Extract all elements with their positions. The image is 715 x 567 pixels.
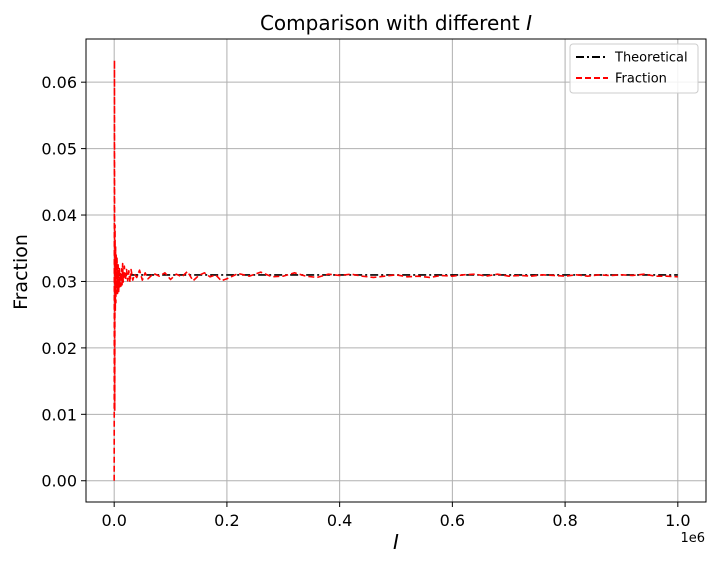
x-tick-label: 0.4 bbox=[327, 511, 352, 530]
legend-box bbox=[569, 43, 699, 94]
x-axis-label: I bbox=[393, 530, 399, 554]
legend-label-fraction: Fraction bbox=[615, 72, 667, 87]
plot-area bbox=[85, 38, 707, 503]
legend: Theoretical Fraction bbox=[569, 43, 699, 94]
axes-frame bbox=[85, 38, 707, 503]
y-tick-label: 0.01 bbox=[41, 405, 77, 424]
x-tick-label: 0.6 bbox=[440, 511, 465, 530]
y-tick-label: 0.04 bbox=[41, 206, 77, 225]
y-tick-label: 0.05 bbox=[41, 140, 77, 159]
legend-label-theoretical: Theoretical bbox=[614, 51, 688, 66]
x-tick-label: 0.2 bbox=[214, 511, 239, 530]
series-line-fraction bbox=[113, 59, 678, 481]
x-tick-label: 0.8 bbox=[552, 511, 577, 530]
y-axis-label: Fraction bbox=[10, 234, 32, 310]
x-axis-offset-text: 1e6 bbox=[680, 531, 705, 546]
x-tick-label: 1.0 bbox=[665, 511, 690, 530]
y-tick-label: 0.03 bbox=[41, 272, 77, 291]
y-tick-label: 0.06 bbox=[41, 73, 77, 92]
chart-title: Comparison with different I bbox=[260, 11, 532, 35]
axis-ticks: 0.0 0.2 0.4 0.6 0.8 1.0 0.00 0.01 0.02 0.03 0.04 0.… bbox=[41, 73, 690, 530]
chart-title-text: Comparison with different bbox=[260, 11, 526, 35]
x-tick-label: 0.0 bbox=[101, 511, 126, 530]
y-tick-label: 0.00 bbox=[41, 472, 77, 491]
y-tick-label: 0.02 bbox=[41, 339, 77, 358]
chart-title-symbol: I bbox=[526, 11, 532, 35]
